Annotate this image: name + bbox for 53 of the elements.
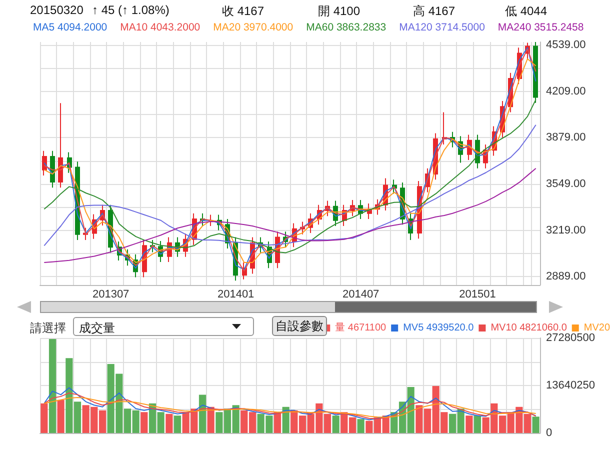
bar [474, 416, 482, 433]
candlestick [50, 150, 55, 188]
text: MA240 3515.2458 [498, 22, 584, 34]
y-tick-label: 0 [546, 427, 552, 439]
line-series [44, 396, 536, 418]
y-tick-label: 3549.00 [546, 178, 586, 190]
y-tick-label: 3219.00 [546, 224, 586, 236]
line-series [44, 124, 536, 246]
y-tick-label: 3879.00 [546, 132, 586, 144]
bar [48, 338, 56, 433]
text: MA20 3970.4000 [213, 22, 294, 34]
text: 高 4167 [413, 3, 456, 20]
y-tick-label: 4539.00 [546, 38, 586, 51]
text: MA5 4094.2000 [33, 22, 108, 34]
bar [140, 412, 148, 433]
candlestick [442, 112, 447, 146]
candlestick [533, 42, 538, 104]
bar [357, 419, 364, 433]
x-tick-label: 201307 [92, 288, 130, 300]
y-tick-label: 13640250 [546, 380, 595, 392]
bar [57, 400, 64, 433]
text: 20150320 [30, 3, 84, 17]
legend-label: MV10 4821060.0 [490, 322, 568, 334]
bar [466, 416, 473, 433]
text: 低 4044 [505, 3, 548, 20]
y-tick-label: 4209.00 [546, 85, 586, 98]
y-tick-label: 27280500 [546, 332, 595, 344]
text: MA10 4043.2000 [120, 22, 200, 34]
y-tick-label: 2889.00 [546, 270, 586, 283]
x-tick-label: 201501 [459, 288, 496, 300]
x-tick-label: 201407 [342, 288, 380, 300]
line-series [44, 99, 536, 254]
line-series [44, 168, 536, 264]
legend-label: MV20 [584, 322, 610, 334]
legend-label: MV5 4939520.0 [403, 322, 474, 334]
bar [532, 416, 540, 433]
dropdown: 成交量 [73, 317, 254, 336]
x-tick-label: 201401 [217, 288, 254, 300]
legend-label: 量 4671100 [335, 322, 387, 334]
text: 請選擇 [30, 320, 66, 337]
candlestick [58, 102, 63, 188]
bar [166, 414, 173, 433]
bar [174, 416, 182, 433]
bar [332, 416, 340, 433]
button: 自設參數 [272, 316, 327, 336]
text: ↑ 45 (↑ 1.08%) [92, 3, 170, 17]
bar [198, 394, 206, 433]
text: 收 4167 [222, 3, 264, 20]
line-series [44, 387, 536, 420]
text: 開 4100 [318, 3, 360, 20]
text: MA60 3863.2833 [306, 22, 386, 34]
bar [282, 406, 290, 433]
text: MA120 3714.5000 [399, 22, 486, 34]
